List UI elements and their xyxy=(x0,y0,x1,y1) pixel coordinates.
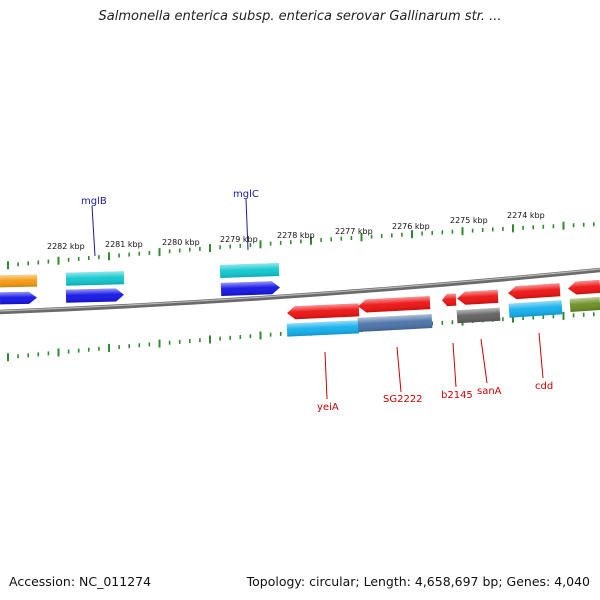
leader-SG2222 xyxy=(396,346,402,393)
ruler-label-2276: 2276 kbp xyxy=(392,222,430,231)
gene-label-cdd: cdd xyxy=(535,381,553,392)
leader-sanA xyxy=(480,338,488,384)
accession-text: Accession: NC_011274 xyxy=(9,574,152,589)
gene-features xyxy=(0,262,600,337)
leader-cdd xyxy=(538,332,544,379)
map-title: Salmonella enterica subsp. enterica sero… xyxy=(98,9,502,24)
ruler-label-2281: 2281 kbp xyxy=(105,240,143,249)
gene-feature xyxy=(65,288,124,303)
gene-label-sanA: sanA xyxy=(477,386,502,397)
gene-feature xyxy=(65,271,125,286)
gene-feature xyxy=(0,274,38,288)
gene-feature xyxy=(508,300,563,318)
leader-mglC xyxy=(245,198,249,251)
gene-feature xyxy=(0,291,37,305)
ruler-label-2282: 2282 kbp xyxy=(47,242,85,251)
gene-feature xyxy=(442,293,457,307)
genome-summary-text: Topology: circular; Length: 4,658,697 bp… xyxy=(246,574,590,589)
gene-feature xyxy=(568,279,600,295)
gene-label-mglB: mglB xyxy=(81,196,107,207)
gene-feature xyxy=(569,296,600,313)
gene-feature xyxy=(219,262,280,279)
ruler-label-2274: 2274 kbp xyxy=(507,211,545,220)
gene-label-SG2222: SG2222 xyxy=(383,394,423,405)
ruler-label-2277: 2277 kbp xyxy=(335,227,373,236)
gene-feature xyxy=(220,281,280,297)
outer-ruler-ticks xyxy=(7,221,595,270)
gene-feature xyxy=(287,303,360,320)
inner-ruler-ticks xyxy=(7,311,595,362)
ruler-label-2275: 2275 kbp xyxy=(450,216,488,225)
ruler-label-2280: 2280 kbp xyxy=(162,238,200,247)
gene-label-mglC: mglC xyxy=(233,189,259,200)
gene-feature xyxy=(357,314,433,332)
leader-mglB xyxy=(91,205,96,257)
leader-yeiA xyxy=(324,351,328,400)
leader-b2145 xyxy=(452,342,457,388)
gene-feature xyxy=(508,283,561,300)
gene-label-b2145: b2145 xyxy=(441,390,473,401)
gene-feature xyxy=(286,320,360,337)
ruler-label-2278: 2278 kbp xyxy=(277,231,315,240)
gene-feature xyxy=(456,307,501,324)
genome-backbone xyxy=(0,267,600,315)
gene-feature xyxy=(358,296,431,313)
gene-feature xyxy=(457,289,499,305)
gene-label-yeiA: yeiA xyxy=(317,402,339,413)
ruler-label-2279: 2279 kbp xyxy=(220,235,258,244)
